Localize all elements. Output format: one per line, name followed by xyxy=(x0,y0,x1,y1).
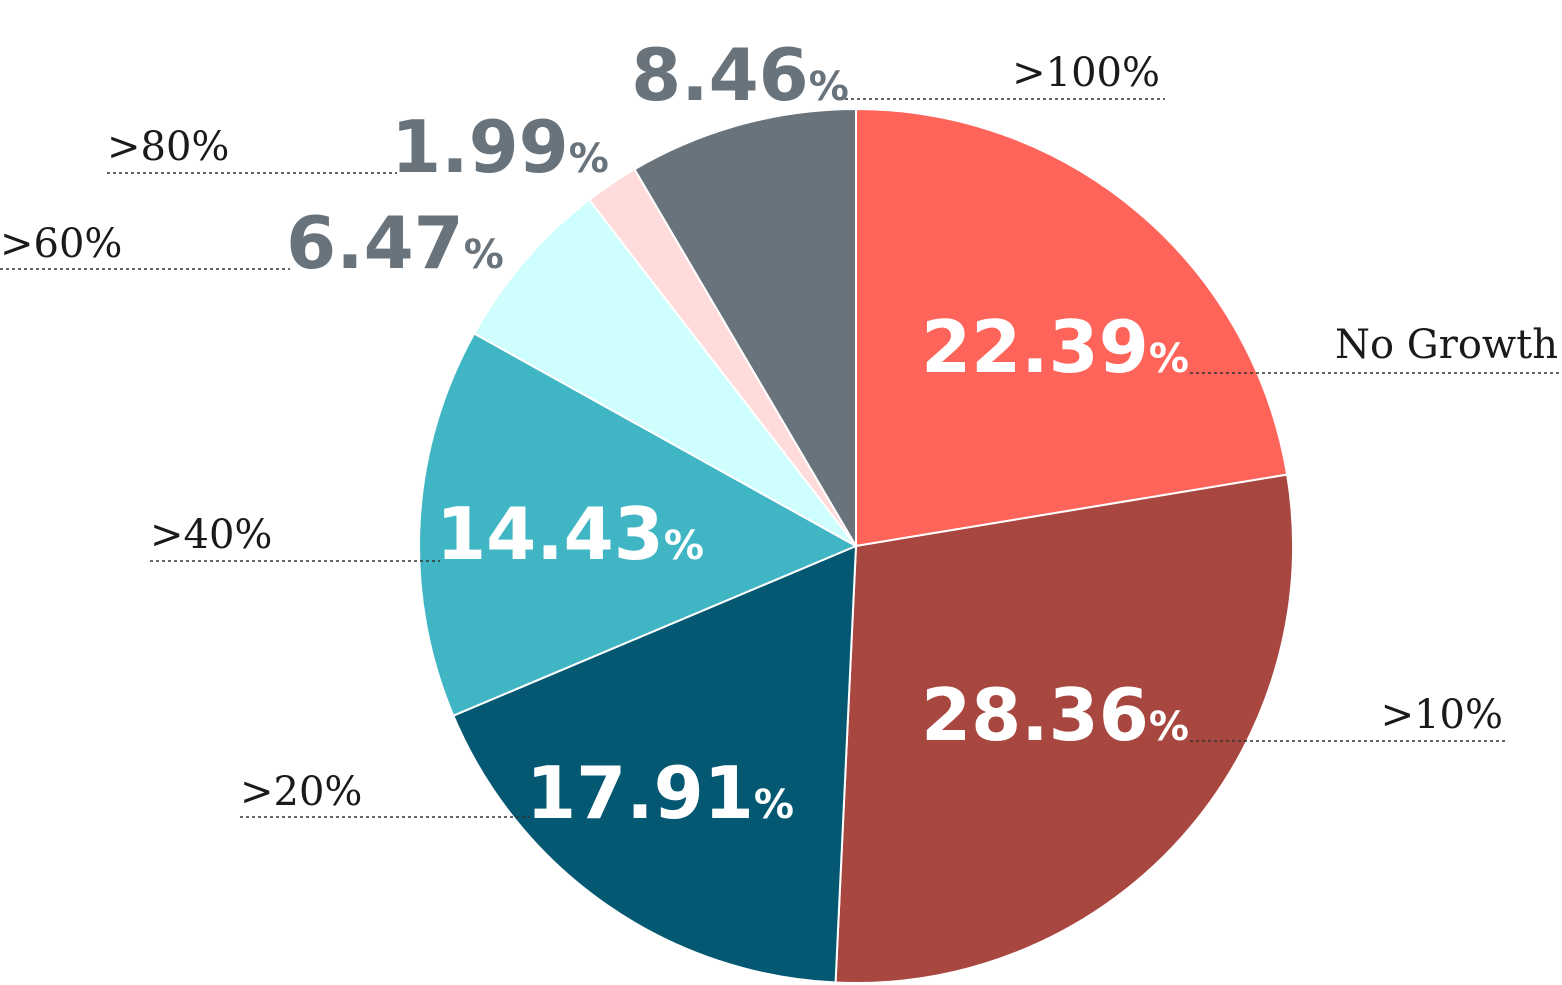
category-label-no-growth: No Growth xyxy=(1335,322,1558,368)
pie-slice-20 xyxy=(451,544,858,984)
pie-slice-60 xyxy=(472,198,857,547)
category-label-80: >80% xyxy=(107,124,229,170)
pie-slice-40 xyxy=(418,332,859,718)
value-label-40: 14.43% xyxy=(436,492,704,576)
pie-slice-10 xyxy=(834,473,1294,984)
category-label-20: >20% xyxy=(240,769,362,815)
value-label-10: 28.36% xyxy=(921,673,1189,757)
value-label-no-growth: 22.39% xyxy=(921,305,1189,389)
value-label-100: 8.46% xyxy=(631,33,849,117)
category-label-40: >40% xyxy=(150,512,272,558)
category-label-60: >60% xyxy=(0,221,122,267)
pie-slices xyxy=(418,107,1294,984)
value-label-60: 6.47% xyxy=(286,201,504,285)
category-label-100: >100% xyxy=(1012,50,1160,96)
pie-slice-100 xyxy=(633,107,857,550)
value-label-20: 17.91% xyxy=(526,751,794,835)
value-label-80: 1.99% xyxy=(391,105,609,189)
pie-slice-no-growth xyxy=(855,107,1289,548)
category-label-10: >10% xyxy=(1381,692,1503,738)
pie-labels: No Growth 22.39% >10% 28.36% >20% 17.91% >40% 1… xyxy=(0,33,1562,835)
